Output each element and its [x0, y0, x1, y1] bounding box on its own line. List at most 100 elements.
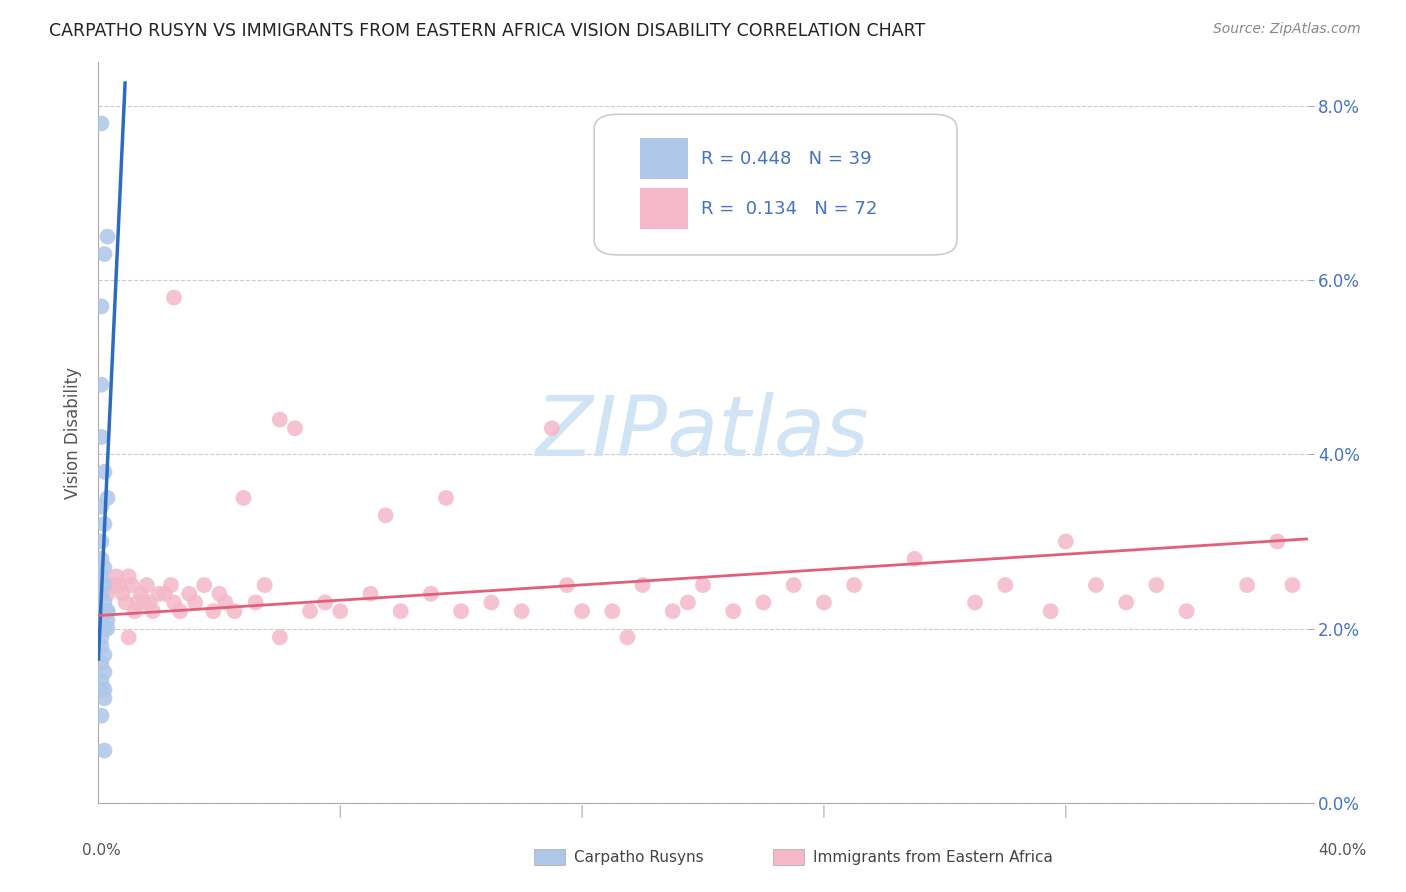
Point — [121, 578, 143, 592]
Point — [1175, 604, 1198, 618]
Point — [184, 595, 207, 609]
Point — [1039, 604, 1062, 618]
Point — [602, 604, 624, 618]
Point — [90, 116, 112, 130]
Point — [93, 247, 115, 261]
Point — [105, 569, 128, 583]
Point — [124, 604, 146, 618]
Text: Source: ZipAtlas.com: Source: ZipAtlas.com — [1213, 22, 1361, 37]
Point — [631, 578, 654, 592]
Point — [90, 673, 112, 688]
Point — [90, 587, 112, 601]
Point — [1144, 578, 1167, 592]
Point — [103, 578, 125, 592]
Point — [93, 595, 115, 609]
Point — [299, 604, 322, 618]
Point — [193, 578, 215, 592]
Point — [374, 508, 396, 523]
Point — [96, 587, 118, 601]
Text: R = 0.448   N = 39: R = 0.448 N = 39 — [700, 150, 872, 168]
Point — [224, 604, 246, 618]
Point — [90, 552, 112, 566]
Point — [96, 622, 118, 636]
Point — [314, 595, 336, 609]
Point — [813, 595, 835, 609]
Point — [93, 665, 115, 680]
Point — [153, 587, 176, 601]
Point — [118, 630, 141, 644]
Point — [93, 743, 115, 757]
Point — [96, 229, 118, 244]
Text: Immigrants from Eastern Africa: Immigrants from Eastern Africa — [813, 850, 1053, 864]
Point — [232, 491, 254, 505]
Point — [450, 604, 472, 618]
Point — [844, 578, 866, 592]
Point — [139, 595, 162, 609]
Point — [540, 421, 562, 435]
Text: Carpatho Rusyns: Carpatho Rusyns — [574, 850, 703, 864]
Point — [1085, 578, 1108, 592]
Point — [752, 595, 775, 609]
Point — [90, 500, 112, 514]
Point — [90, 299, 112, 313]
Point — [118, 569, 141, 583]
FancyBboxPatch shape — [595, 114, 957, 255]
Point — [1115, 595, 1137, 609]
Point — [676, 595, 699, 609]
Point — [93, 560, 115, 574]
Point — [96, 604, 118, 618]
Point — [169, 604, 191, 618]
Point — [481, 595, 503, 609]
Point — [179, 587, 201, 601]
Point — [93, 648, 115, 662]
Point — [90, 534, 112, 549]
Point — [661, 604, 683, 618]
Point — [1281, 578, 1303, 592]
Point — [96, 604, 118, 618]
Point — [90, 377, 112, 392]
Point — [163, 291, 186, 305]
Point — [132, 595, 155, 609]
Point — [93, 682, 115, 697]
Point — [269, 630, 291, 644]
Point — [360, 587, 382, 601]
Point — [129, 587, 152, 601]
Point — [111, 587, 134, 601]
Point — [90, 639, 112, 653]
Point — [253, 578, 276, 592]
Point — [692, 578, 714, 592]
Point — [783, 578, 806, 592]
Point — [1054, 534, 1077, 549]
Point — [90, 657, 112, 671]
Point — [214, 595, 236, 609]
Point — [1236, 578, 1258, 592]
Point — [148, 587, 170, 601]
Point — [90, 613, 112, 627]
Point — [90, 622, 112, 636]
Text: 40.0%: 40.0% — [1319, 843, 1367, 858]
Point — [163, 595, 186, 609]
Point — [93, 622, 115, 636]
Point — [93, 578, 115, 592]
Bar — [640, 188, 689, 229]
Point — [329, 604, 352, 618]
Point — [208, 587, 231, 601]
Point — [135, 578, 157, 592]
Point — [127, 595, 149, 609]
Point — [114, 595, 136, 609]
Bar — [640, 138, 689, 179]
Point — [245, 595, 267, 609]
Point — [555, 578, 578, 592]
Point — [93, 517, 115, 532]
Point — [510, 604, 533, 618]
Point — [90, 604, 112, 618]
Point — [93, 604, 115, 618]
Text: R =  0.134   N = 72: R = 0.134 N = 72 — [700, 200, 877, 218]
Text: ZIPatlas: ZIPatlas — [536, 392, 870, 473]
Point — [93, 691, 115, 706]
Point — [1267, 534, 1289, 549]
Point — [93, 465, 115, 479]
Point — [108, 578, 131, 592]
Point — [269, 412, 291, 426]
Point — [571, 604, 593, 618]
